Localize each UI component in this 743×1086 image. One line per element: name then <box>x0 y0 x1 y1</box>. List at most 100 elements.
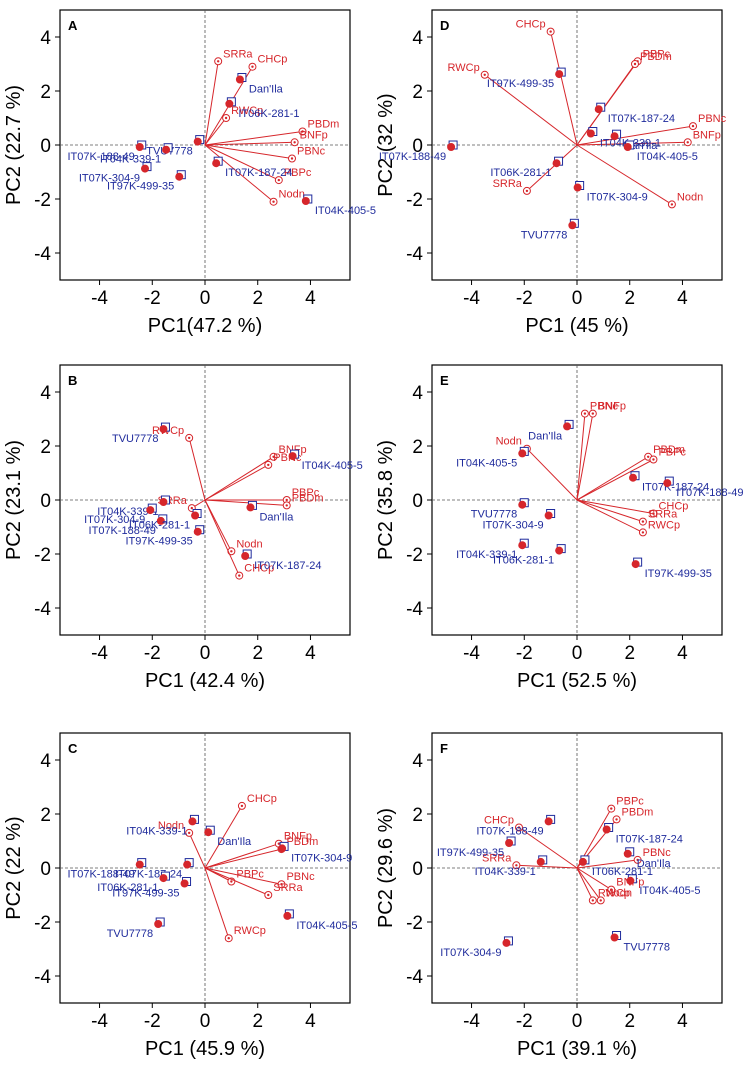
y-tick-label: 2 <box>40 82 51 103</box>
y-tick-label: 0 <box>40 859 51 880</box>
loading-point-dot <box>190 506 194 510</box>
x-tick-label: 2 <box>624 1011 635 1032</box>
loading-vector <box>204 141 295 146</box>
x-tick-label: -4 <box>91 1011 108 1032</box>
variable-label: Nodn <box>236 538 262 550</box>
loading-point-dot <box>267 893 270 897</box>
loading-point-dot <box>686 141 689 144</box>
genotype-point <box>235 75 244 84</box>
genotype-point <box>505 839 514 847</box>
variable-label: Nodn <box>496 436 522 448</box>
panel-f: -4 -2 0 2 4 -4 -2 0 2 4 PC1 (39.1 %) PC2 (29.6 %) F P… <box>375 732 723 1060</box>
variable-label: PBNc <box>698 113 727 125</box>
genotype-point <box>552 159 561 168</box>
x-tick-label: 4 <box>677 643 688 664</box>
panel-letter: C <box>68 741 78 756</box>
loading-point-dot <box>230 550 233 553</box>
x-tick-label: -2 <box>516 288 533 309</box>
variable-label: PBNc <box>286 871 315 883</box>
variable-label: PBPc <box>284 167 312 179</box>
loading-vector <box>204 456 274 501</box>
panel-letter: E <box>440 373 449 388</box>
genotype-label: IT07K-304-9 <box>587 192 648 204</box>
panel-letter: F <box>440 741 448 756</box>
genotype-point <box>204 828 213 837</box>
loading-point-dot <box>670 203 674 206</box>
loading-vector <box>576 867 612 891</box>
loading-vector <box>188 832 206 869</box>
y-tick-label: -2 <box>34 913 51 934</box>
y-tick-label: 2 <box>40 805 51 826</box>
y-tick-label: -2 <box>406 190 423 211</box>
genotype-point <box>135 143 144 151</box>
loading-vector <box>516 864 578 869</box>
x-axis-title: PC1 (42.4 %) <box>145 670 265 692</box>
loading-vector <box>484 74 578 146</box>
y-axis-title: PC2 (29.6 %) <box>375 808 397 928</box>
loading-vector <box>204 144 280 181</box>
x-axis-title: PC1 (45.9 %) <box>145 1038 265 1060</box>
loading-point-dot <box>641 520 645 523</box>
variable-label: RWCp <box>648 519 680 531</box>
y-tick-label: 0 <box>40 136 51 157</box>
y-tick-label: 4 <box>40 751 51 772</box>
genotype-label: IT04K-405-5 <box>456 457 517 469</box>
loading-vector <box>204 848 282 869</box>
genotype-label: IT07K-304-9 <box>291 852 352 864</box>
x-tick-label: -4 <box>91 288 108 309</box>
genotype-label: IT07K-188-49 <box>379 151 446 163</box>
x-tick-label: -4 <box>91 643 108 664</box>
loading-vector <box>204 867 230 939</box>
loading-vector <box>576 499 644 523</box>
genotype-label: IT06K-281-1 <box>592 866 653 878</box>
y-tick-label: -4 <box>406 967 423 988</box>
panel-e: -4 -2 0 2 4 -4 -2 0 2 4 PC1 (52.5 %) PC2 (35.8 %) E P… <box>375 364 743 692</box>
genotype-label: IT06K-281-1 <box>493 555 554 567</box>
genotype-point <box>626 876 635 885</box>
genotype-label: IT04K-339-1 <box>126 825 187 837</box>
genotype-label: Dan'Ila <box>637 858 672 870</box>
loading-point-dot <box>525 189 529 193</box>
genotype-label: IT04K-339-1 <box>97 506 158 518</box>
variable-label: SRRa <box>273 882 303 894</box>
loading-point-dot <box>549 30 552 33</box>
loading-vector <box>576 867 594 901</box>
loading-point-dot <box>517 826 521 829</box>
loading-point-dot <box>216 60 220 63</box>
genotype-point <box>536 857 545 866</box>
loading-point-dot <box>272 200 275 203</box>
loading-point-dot <box>277 842 281 845</box>
genotype-label: IT07K-188-49 <box>476 825 543 837</box>
genotype-point <box>623 143 632 151</box>
genotype-label: IT07K-304-9 <box>84 514 145 526</box>
x-tick-label: 4 <box>677 288 688 309</box>
genotype-label: IT04K-405-5 <box>296 920 357 932</box>
genotype-point <box>159 498 168 506</box>
genotype-point <box>288 452 297 461</box>
loading-vector <box>204 61 219 146</box>
variable-label: PBPc <box>616 796 644 808</box>
x-tick-label: 0 <box>200 1011 211 1032</box>
variable-label: SRRa <box>482 852 512 864</box>
x-tick-label: 0 <box>572 643 583 664</box>
variable-label: PBDm <box>286 836 318 848</box>
loading-vector <box>204 464 269 501</box>
x-tick-label: 2 <box>252 643 263 664</box>
genotype-point <box>555 70 564 79</box>
variable-label: RWCp <box>448 62 480 74</box>
loading-point-dot <box>515 864 518 867</box>
variable-label: SRRa <box>223 48 253 60</box>
genotype-point <box>602 825 611 834</box>
genotype-point <box>544 817 553 826</box>
genotype-point <box>246 503 255 512</box>
y-axis-title: PC2 (22.7 %) <box>3 85 25 205</box>
genotype-label: IT07K-187-24 <box>608 113 675 125</box>
genotype-point <box>225 99 234 108</box>
loading-point-dot <box>224 116 228 120</box>
genotype-point <box>154 920 163 928</box>
loading-vector <box>204 117 227 146</box>
genotype-point <box>631 560 640 569</box>
loading-point-dot <box>251 65 254 68</box>
y-tick-label: 0 <box>412 859 423 880</box>
variable-label: CHCp <box>244 563 274 575</box>
